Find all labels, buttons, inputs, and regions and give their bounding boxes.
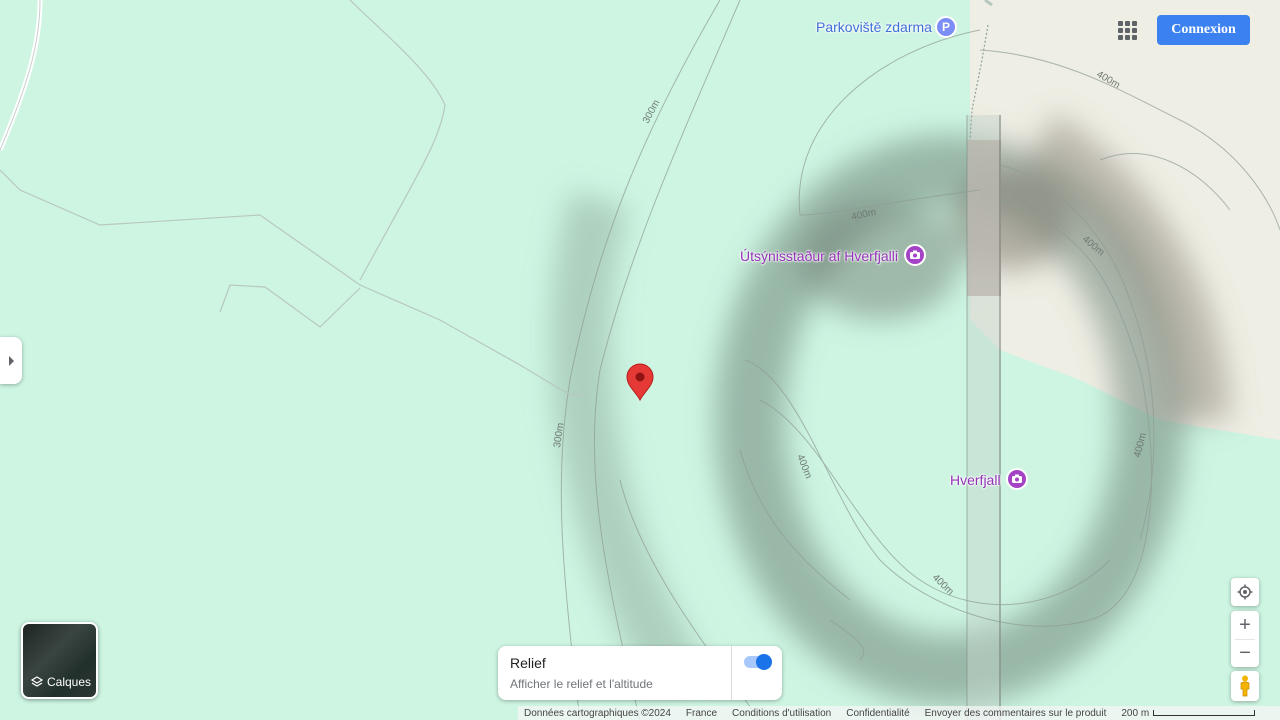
camera-icon[interactable] — [904, 244, 926, 266]
poi-label-viewpoint[interactable]: Útsýnisstaður af Hverfjalli — [740, 248, 898, 264]
parking-icon[interactable]: P — [935, 16, 957, 38]
camera-icon[interactable] — [1006, 468, 1028, 490]
zoom-out-button[interactable]: − — [1239, 641, 1251, 664]
relief-toggle[interactable] — [744, 654, 772, 670]
relief-title: Relief — [510, 655, 546, 671]
feedback-link[interactable]: Envoyer des commentaires sur le produit — [924, 707, 1107, 719]
scale-label: 200 m — [1121, 707, 1150, 719]
pegman-icon — [1240, 675, 1250, 697]
divider — [731, 646, 732, 700]
tile-seam-dark — [967, 140, 1001, 296]
street-view-button[interactable] — [1231, 671, 1259, 701]
layers-label: Calques — [47, 675, 92, 689]
relief-subtitle: Afficher le relief et l'altitude — [510, 677, 653, 691]
poi-label-hverfjall[interactable]: Hverfjall — [950, 472, 1001, 488]
relief-card: Relief Afficher le relief et l'altitude — [498, 646, 782, 700]
chevron-right-icon — [8, 355, 14, 366]
terms-link[interactable]: Conditions d'utilisation — [732, 707, 832, 719]
layers-button[interactable]: Calques — [21, 622, 98, 699]
poi-label-parking[interactable]: Parkoviště zdarma — [816, 19, 932, 35]
my-location-icon — [1237, 584, 1253, 600]
roads — [0, 0, 993, 396]
data-credit: Données cartographiques ©2024 — [524, 707, 671, 719]
signin-button[interactable]: Connexion — [1157, 15, 1250, 45]
country-link[interactable]: France — [685, 707, 718, 719]
map-footer: Données cartographiques ©2024 France Con… — [518, 706, 1280, 720]
side-panel-toggle[interactable] — [0, 337, 22, 384]
contour-label: 400m — [850, 207, 877, 223]
layers-icon — [31, 676, 43, 687]
apps-grid-icon[interactable] — [1114, 17, 1140, 43]
contour-label: 300m — [552, 422, 566, 448]
scale-indicator[interactable]: 200 m — [1121, 708, 1270, 719]
location-pin-icon[interactable] — [626, 363, 654, 402]
zoom-controls: + − — [1231, 611, 1259, 667]
zoom-in-button[interactable]: + — [1239, 613, 1251, 636]
my-location-button[interactable] — [1231, 578, 1259, 606]
scale-bar — [1153, 709, 1256, 716]
privacy-link[interactable]: Confidentialité — [846, 707, 910, 719]
